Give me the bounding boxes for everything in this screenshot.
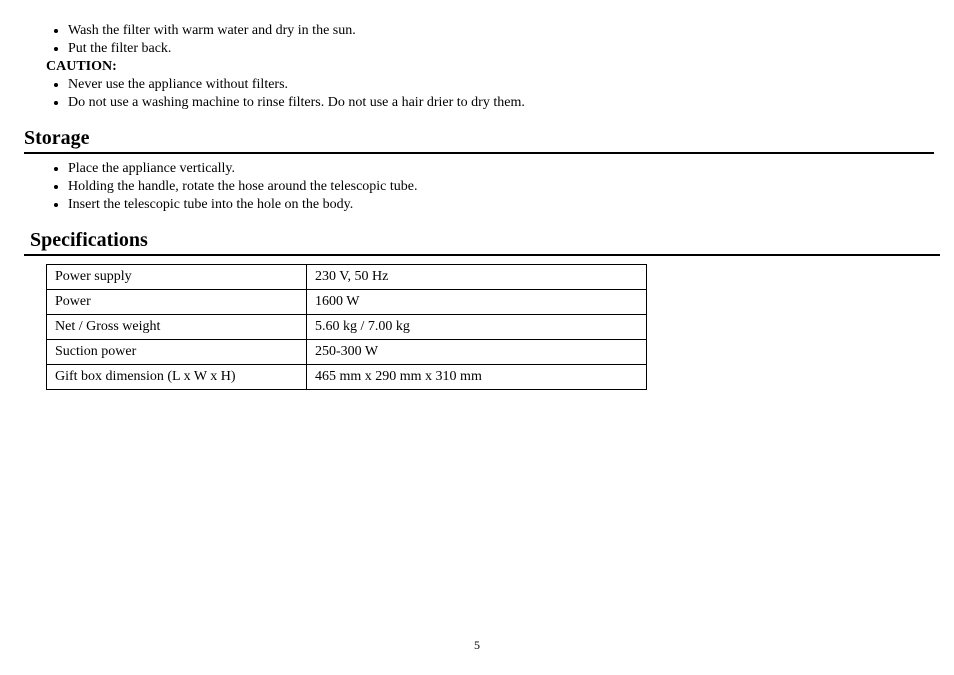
table-row: Suction power 250-300 W — [47, 340, 647, 365]
list-item-text: Place the appliance vertically. — [68, 161, 235, 176]
caution-label: CAUTION: — [46, 58, 934, 76]
spec-value: 230 V, 50 Hz — [307, 265, 647, 290]
list-item-text: Put the filter back. — [68, 41, 171, 56]
spec-label: Power — [47, 290, 307, 315]
spec-label: Suction power — [47, 340, 307, 365]
spec-value: 465 mm x 290 mm x 310 mm — [307, 365, 647, 390]
spec-label: Gift box dimension (L x W x H) — [47, 365, 307, 390]
spec-value: 5.60 kg / 7.00 kg — [307, 315, 647, 340]
list-item: Put the filter back. — [68, 40, 934, 58]
spec-label: Net / Gross weight — [47, 315, 307, 340]
caution-list: Never use the appliance without filters.… — [24, 76, 934, 112]
page-number: 5 — [0, 638, 954, 653]
specifications-heading: Specifications — [24, 228, 940, 256]
storage-heading: Storage — [24, 126, 934, 154]
list-item-text: Insert the telescopic tube into the hole… — [68, 197, 353, 212]
filter-steps-list: Wash the filter with warm water and dry … — [24, 22, 934, 58]
table-row: Power 1600 W — [47, 290, 647, 315]
specifications-table: Power supply 230 V, 50 Hz Power 1600 W N… — [46, 264, 647, 390]
list-item-text: Holding the handle, rotate the hose arou… — [68, 179, 418, 194]
spec-value: 1600 W — [307, 290, 647, 315]
content-column: Wash the filter with warm water and dry … — [24, 22, 934, 390]
list-item: Holding the handle, rotate the hose arou… — [68, 178, 934, 196]
list-item: Place the appliance vertically. — [68, 160, 934, 178]
storage-list: Place the appliance vertically. Holding … — [24, 160, 934, 214]
list-item: Do not use a washing machine to rinse fi… — [68, 94, 934, 112]
list-item: Never use the appliance without filters. — [68, 76, 934, 94]
table-row: Net / Gross weight 5.60 kg / 7.00 kg — [47, 315, 647, 340]
spec-label: Power supply — [47, 265, 307, 290]
table-row: Power supply 230 V, 50 Hz — [47, 265, 647, 290]
list-item-text: Do not use a washing machine to rinse fi… — [68, 95, 525, 110]
list-item: Wash the filter with warm water and dry … — [68, 22, 934, 40]
list-item-text: Never use the appliance without filters. — [68, 77, 288, 92]
list-item-text: Wash the filter with warm water and dry … — [68, 23, 356, 38]
spec-value: 250-300 W — [307, 340, 647, 365]
table-row: Gift box dimension (L x W x H) 465 mm x … — [47, 365, 647, 390]
document-page: Wash the filter with warm water and dry … — [0, 0, 954, 675]
list-item: Insert the telescopic tube into the hole… — [68, 196, 934, 214]
